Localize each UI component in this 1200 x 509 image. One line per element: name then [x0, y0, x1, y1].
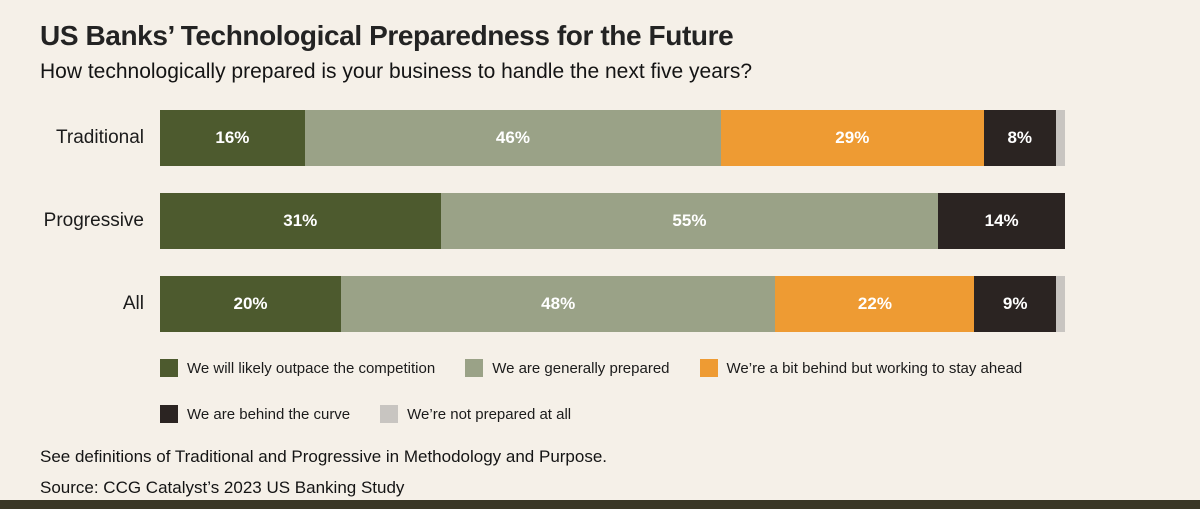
- bottom-accent-strip: [0, 500, 1200, 509]
- bar-segment: 22%: [775, 276, 975, 332]
- legend-label: We will likely outpace the competition: [187, 359, 436, 377]
- row-label: All: [122, 293, 144, 314]
- legend-label: We are generally prepared: [492, 359, 670, 377]
- bar-track: 16% 46% 29% 8%: [160, 110, 1065, 166]
- bar-segment: 29%: [721, 110, 984, 166]
- bar-segment-value: 16%: [215, 128, 250, 147]
- legend-label: We are behind the curve: [187, 405, 351, 423]
- bar-segment: 55%: [440, 193, 939, 249]
- bar-segment: 14%: [938, 193, 1065, 249]
- chart-subtitle: How technologically prepared is your bus…: [40, 60, 753, 83]
- bar-segment: [1055, 110, 1065, 166]
- footer-source: Source: CCG Catalyst’s 2023 US Banking S…: [40, 478, 405, 497]
- chart-title: US Banks’ Technological Preparedness for…: [40, 20, 734, 51]
- bar-segment-value: 29%: [835, 128, 870, 147]
- legend-label: We’re a bit behind but working to stay a…: [726, 359, 1023, 377]
- legend-swatch-icon: [699, 359, 718, 377]
- bar-segment: 48%: [341, 276, 776, 332]
- content: US Banks’ Technological Preparedness for…: [40, 20, 1160, 498]
- chart-rows: Traditional 16% 46% 29% 8% Progressive 31% 55% 1…: [40, 110, 1160, 332]
- bar-segment: 46%: [304, 110, 722, 166]
- bar-track: 31% 55% 14%: [160, 193, 1065, 249]
- bar-segment-value: 14%: [984, 211, 1019, 230]
- footer: See definitions of Traditional and Progr…: [40, 447, 1160, 498]
- legend-swatch-icon: [160, 359, 178, 377]
- legend-swatch-icon: [160, 405, 178, 423]
- legend-item: We’re a bit behind but working to stay a…: [699, 359, 1023, 377]
- legend-swatch-icon: [465, 359, 484, 377]
- legend-label: We’re not prepared at all: [407, 405, 572, 423]
- legend-item: We will likely outpace the competition: [160, 359, 435, 377]
- bar-segment-value: 48%: [541, 294, 576, 313]
- row-label: Traditional: [55, 127, 144, 148]
- bar-segment: 16%: [160, 110, 305, 166]
- stacked-bar-chart: Traditional 16% 46% 29% 8% Progressive 31% 55% 1…: [40, 110, 1160, 423]
- bar-track: 20% 48% 22% 9%: [160, 276, 1065, 332]
- bar-segment-value: 22%: [857, 294, 892, 313]
- legend-swatch-icon: [380, 405, 399, 423]
- bar-segment-value: 31%: [283, 211, 318, 230]
- bar-segment: [1055, 276, 1065, 332]
- bar-segment: 20%: [160, 276, 341, 332]
- bar-segment-value: 46%: [495, 128, 530, 147]
- bar-segment-value: 8%: [1007, 128, 1033, 147]
- chart-row: Progressive 31% 55% 14%: [40, 193, 1160, 249]
- legend-item: We’re not prepared at all: [380, 405, 571, 423]
- chart-legend: We will likely outpace the competition We…: [160, 359, 1080, 423]
- bar-segment-value: 9%: [1002, 294, 1028, 313]
- bar-segment: 31%: [160, 193, 441, 249]
- bar-segment-value: 20%: [233, 294, 268, 313]
- chart-row: All 20% 48% 22% 9%: [40, 276, 1160, 332]
- chart-row: Traditional 16% 46% 29% 8%: [40, 110, 1160, 166]
- legend-item: We are behind the curve: [160, 405, 350, 423]
- legend-item: We are generally prepared: [465, 359, 670, 377]
- bar-segment: 9%: [974, 276, 1056, 332]
- footer-note: See definitions of Traditional and Progr…: [40, 447, 608, 466]
- bar-segment-value: 55%: [672, 211, 707, 230]
- bar-segment: 8%: [983, 110, 1056, 166]
- row-label: Progressive: [43, 210, 144, 231]
